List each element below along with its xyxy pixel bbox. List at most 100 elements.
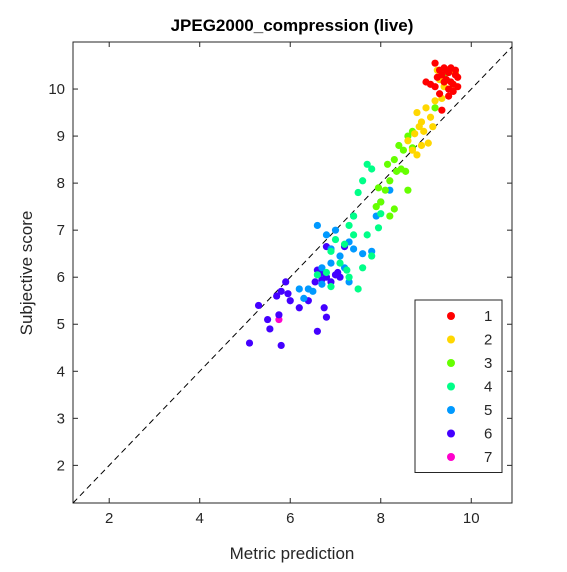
data-point-series-6 <box>277 287 285 295</box>
data-point-series-5 <box>300 294 308 302</box>
data-point-series-6 <box>284 290 292 298</box>
data-point-series-1 <box>435 90 444 98</box>
data-point-series-5 <box>309 287 317 295</box>
legend-marker-4 <box>447 382 455 391</box>
data-point-series-4 <box>377 210 385 218</box>
data-point-series-3 <box>386 212 394 220</box>
legend-marker-1 <box>447 312 455 320</box>
data-point-series-3 <box>381 186 389 194</box>
data-point-series-6 <box>334 268 342 277</box>
data-point-series-6 <box>254 301 263 310</box>
data-point-series-1 <box>449 87 457 95</box>
data-point-series-3 <box>374 184 383 192</box>
data-point-series-2 <box>413 108 421 117</box>
legend-marker-7 <box>447 453 455 461</box>
data-point-series-6 <box>245 339 254 347</box>
y-tick-label: 2 <box>57 457 65 474</box>
data-point-series-3 <box>386 177 394 185</box>
legend-label-1: 1 <box>484 308 492 325</box>
data-point-series-4 <box>359 264 367 272</box>
data-point-series-2 <box>413 151 421 159</box>
data-point-series-6 <box>273 292 281 300</box>
data-point-series-5 <box>331 226 340 234</box>
legend-label-4: 4 <box>484 379 492 396</box>
data-point-series-4 <box>345 221 353 230</box>
legend-box <box>414 299 503 473</box>
data-point-series-3 <box>390 205 398 213</box>
data-point-series-2 <box>431 97 439 105</box>
data-point-series-6 <box>322 313 331 321</box>
data-point-series-2 <box>411 130 419 138</box>
axes-box <box>72 41 513 504</box>
data-point-series-2 <box>426 113 435 121</box>
data-point-series-4 <box>343 266 351 274</box>
data-point-series-4 <box>368 165 376 173</box>
data-point-series-2 <box>429 123 437 131</box>
data-point-series-6 <box>311 278 319 286</box>
data-point-series-4 <box>349 231 358 239</box>
data-point-series-4 <box>363 160 371 168</box>
data-point-series-1 <box>440 78 448 86</box>
x-axis-label: Metric prediction <box>230 544 355 563</box>
data-point-series-4 <box>345 273 353 281</box>
data-point-series-3 <box>383 160 392 168</box>
data-point-series-3 <box>372 203 380 211</box>
data-point-series-6 <box>282 278 290 286</box>
data-point-series-2 <box>422 104 430 112</box>
data-point-series-6 <box>295 304 303 312</box>
data-point-series-6 <box>286 297 294 305</box>
y-axis-label: Subjective score <box>17 211 36 336</box>
data-point-series-5 <box>318 280 326 288</box>
data-point-series-1 <box>422 78 430 86</box>
data-point-series-6 <box>264 315 272 324</box>
legend-marker-3 <box>447 359 455 367</box>
legend-marker-6 <box>447 429 455 438</box>
data-point-series-3 <box>402 167 410 175</box>
data-point-series-4 <box>327 247 335 255</box>
legend-marker-2 <box>447 335 455 344</box>
x-tick-label: 10 <box>463 510 480 527</box>
data-point-series-4 <box>349 212 358 220</box>
data-point-series-5 <box>359 250 367 258</box>
data-point-series-3 <box>399 146 407 154</box>
y-tick-label: 6 <box>57 269 65 286</box>
data-point-series-4 <box>354 285 362 293</box>
data-point-series-6 <box>320 304 328 312</box>
legend-label-2: 2 <box>484 332 492 349</box>
data-point-series-4 <box>363 231 371 239</box>
x-tick-label: 8 <box>377 510 385 527</box>
data-point-series-6 <box>313 327 321 335</box>
x-tick-label: 2 <box>105 510 113 527</box>
legend-label-3: 3 <box>484 355 492 372</box>
data-point-series-1 <box>438 106 446 114</box>
data-point-series-1 <box>431 59 439 67</box>
data-point-series-1 <box>445 92 453 100</box>
data-point-series-5 <box>295 285 303 293</box>
data-point-series-2 <box>404 137 412 145</box>
data-point-series-2 <box>420 127 428 135</box>
legend: 1 2 3 4 5 6 7 <box>414 299 503 473</box>
plot-area: 2 4 6 8 10 2 3 4 5 6 7 8 9 10 <box>48 41 513 527</box>
data-point-series-1 <box>451 66 460 74</box>
y-tick-label: 8 <box>57 175 65 192</box>
chart-title: JPEG2000_compression (live) <box>171 16 414 35</box>
legend-label-7: 7 <box>484 449 492 466</box>
data-point-series-5 <box>327 259 335 267</box>
data-point-series-5 <box>313 221 321 230</box>
data-point-series-5 <box>336 252 344 260</box>
data-point-series-6 <box>277 341 285 350</box>
data-point-series-1 <box>454 73 462 81</box>
y-tick-label: 10 <box>48 81 65 98</box>
data-point-series-4 <box>359 177 367 185</box>
data-point-series-2 <box>415 123 423 131</box>
data-point-series-1 <box>442 66 450 74</box>
legend-marker-5 <box>447 406 455 414</box>
data-point-series-3 <box>390 156 398 164</box>
data-point-series-1 <box>454 83 462 91</box>
data-point-series-4 <box>327 283 335 291</box>
y-tick-label: 9 <box>57 128 65 145</box>
data-point-series-5 <box>318 264 326 272</box>
data-point-series-1 <box>433 73 441 81</box>
